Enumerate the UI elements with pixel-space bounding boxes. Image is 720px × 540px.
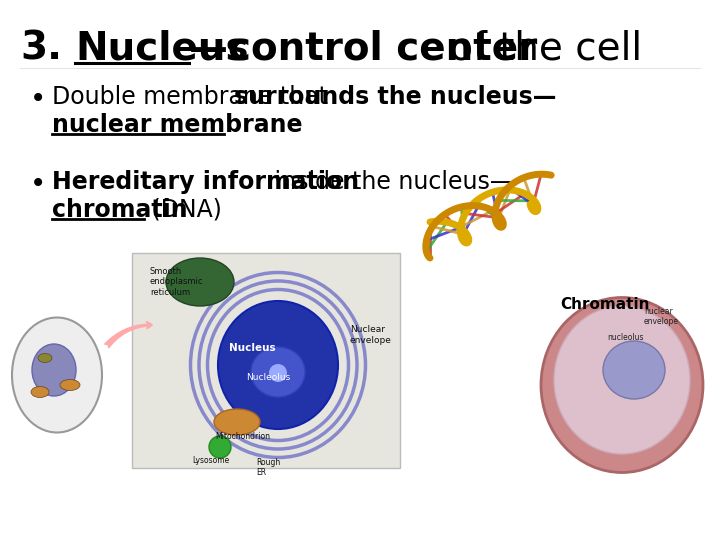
Ellipse shape: [218, 301, 338, 429]
Text: nucleolus: nucleolus: [607, 333, 644, 342]
Text: Smooth
endoplasmic
reticulum: Smooth endoplasmic reticulum: [150, 267, 204, 297]
Ellipse shape: [12, 318, 102, 433]
Ellipse shape: [32, 344, 76, 396]
Ellipse shape: [554, 306, 690, 454]
Circle shape: [269, 364, 287, 382]
Text: (DNA): (DNA): [144, 198, 222, 222]
Text: Rough
ER: Rough ER: [256, 458, 280, 477]
Circle shape: [209, 436, 231, 458]
Ellipse shape: [38, 354, 52, 362]
Text: —control center: —control center: [189, 30, 537, 68]
Text: chromatin: chromatin: [52, 198, 188, 222]
Text: surrounds the nucleus—: surrounds the nucleus—: [234, 85, 557, 109]
Ellipse shape: [603, 341, 665, 399]
Text: Nuclear
envelope: Nuclear envelope: [350, 325, 392, 345]
Text: Nucleolus: Nucleolus: [246, 373, 290, 381]
Text: inside the nucleus—: inside the nucleus—: [267, 170, 513, 194]
Text: •: •: [30, 85, 46, 113]
Ellipse shape: [214, 409, 260, 435]
Ellipse shape: [31, 387, 49, 397]
Text: Lysosome: Lysosome: [192, 456, 229, 465]
Ellipse shape: [166, 258, 234, 306]
Text: Hereditary information: Hereditary information: [52, 170, 359, 194]
Text: Nucleus: Nucleus: [229, 343, 275, 353]
Ellipse shape: [60, 380, 80, 390]
Ellipse shape: [251, 347, 305, 397]
Text: of the cell: of the cell: [437, 30, 642, 68]
Text: •: •: [30, 170, 46, 198]
Text: 3.: 3.: [20, 30, 62, 68]
Text: Double membrane that: Double membrane that: [52, 85, 336, 109]
FancyBboxPatch shape: [132, 253, 400, 468]
Text: Nucleus: Nucleus: [75, 30, 248, 68]
Text: nuclear
envelope: nuclear envelope: [644, 307, 679, 326]
Text: nuclear membrane: nuclear membrane: [52, 113, 302, 137]
Ellipse shape: [541, 298, 703, 472]
Text: Mitochondrion: Mitochondrion: [215, 432, 270, 441]
Text: Chromatin: Chromatin: [560, 297, 649, 312]
